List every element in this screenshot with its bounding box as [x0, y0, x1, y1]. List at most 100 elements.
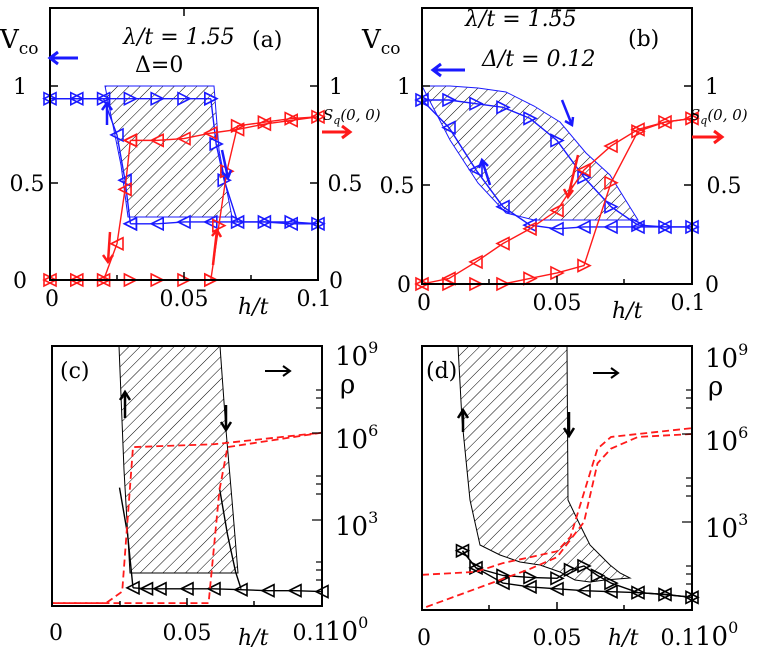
x-axis-label-c: h/t [238, 626, 269, 651]
series-line-c-1 [118, 487, 134, 588]
y2-tick-label-a-1: 0.5 [328, 172, 363, 197]
series-line-b-3 [421, 117, 693, 285]
y-tick-label-a-1: 0.5 [10, 172, 45, 197]
marker-a-6-5 [176, 131, 191, 146]
marker-a-5-1 [212, 218, 227, 233]
marker-a-6-2 [256, 116, 272, 132]
x-tick-label-c-0: 0 [49, 621, 63, 646]
param-lambda-a: λ/t = 1.55 [122, 25, 235, 50]
marker-d-1-7 [590, 568, 606, 583]
y-ticks-a [50, 85, 318, 184]
y2-tick-label-b-1: 0.5 [707, 174, 742, 199]
marker-d-1-3 [523, 570, 538, 585]
marker-b-0-7 [604, 199, 619, 215]
y2-tick-label-a-0: 0 [329, 269, 343, 294]
marker-d-1-4 [550, 571, 565, 586]
marker-b-1-5 [549, 221, 564, 237]
series-group-d [421, 427, 700, 610]
y-axis-label-b: Vco [361, 25, 401, 59]
marker-a-7-1 [117, 182, 132, 197]
marker-d-1-0 [455, 543, 471, 559]
panel-label-b: (b) [628, 27, 659, 52]
marker-a-6-4 [203, 125, 218, 141]
panel-label-a: (a) [252, 28, 282, 53]
arrow-right-red-b [692, 129, 725, 145]
marker-a-1-2 [217, 172, 232, 188]
arrow-up-red-a [211, 227, 223, 266]
marker-a-2-3 [229, 214, 245, 230]
marker-a-3-0 [122, 216, 138, 232]
marker-b-0-4 [523, 111, 538, 126]
x-axis-label-d: h/t [608, 626, 639, 651]
series-line-d-2 [421, 427, 693, 576]
x-ticks-c [119, 598, 255, 606]
hysteresis-region-b [421, 85, 639, 221]
arrow-down-red-b [562, 154, 580, 200]
x-tick-label-a-0: 0 [45, 287, 59, 312]
y-axis-label-a: Vco [0, 25, 39, 59]
marker-b-1-8 [468, 162, 483, 178]
marker-d-1-5 [563, 562, 579, 578]
y2-tick-label-d-3: 109 [705, 340, 748, 374]
marker-b-2-8 [631, 123, 646, 139]
marker-a-2-6 [149, 216, 164, 232]
x-tick-label-d-2: 0.1 [661, 626, 696, 651]
marker-b-1-7 [495, 199, 510, 215]
x-ticks-a [116, 8, 252, 280]
marker-b-3-1 [657, 114, 672, 130]
x-tick-label-d-0: 0 [417, 626, 431, 651]
marker-b-2-4 [523, 271, 538, 286]
panel-a: 0 0.05 0.1 0 0.5 1 0 0.5 1 Vco λ/t = 1.5… [0, 7, 381, 320]
marker-b-0-8 [631, 217, 646, 233]
x-tick-label-a-1: 0.05 [160, 287, 209, 312]
marker-a-2-2 [256, 214, 272, 230]
y2-tick-label-a-2: 1 [329, 75, 343, 100]
panel-c: 0 0.05 0.1 100 103 106 109 ρ (c) h/t [49, 338, 378, 651]
marker-d-1-9 [631, 585, 646, 600]
marker-a-3-3 [95, 91, 111, 106]
marker-d-0-7 [495, 575, 510, 591]
marker-b-0-3 [496, 100, 511, 115]
marker-b-0-2 [469, 96, 484, 111]
marker-a-1-5 [284, 214, 299, 230]
panel-label-d: (d) [426, 359, 457, 384]
series-group-b [414, 92, 700, 292]
series-line-c-2 [218, 487, 242, 589]
y-tick-label-b-2: 1 [397, 75, 411, 100]
marker-d-0-3 [603, 584, 618, 599]
marker-d-0-6 [522, 579, 537, 595]
arrow-down-blue-b [560, 99, 575, 128]
marker-a-0-3 [123, 91, 139, 106]
y-tick-label-b-0: 0 [397, 273, 411, 298]
marker-c-0-6 [260, 583, 275, 598]
marker-b-1-4 [576, 219, 591, 235]
y2-tick-label-c-0: 100 [325, 613, 368, 647]
marker-a-3-4 [69, 91, 84, 106]
arrow-down-blue-a [220, 149, 233, 181]
series-group-c [52, 431, 329, 605]
x-tick-label-c-1: 0.05 [163, 621, 212, 646]
arrow-right-black-c [265, 365, 292, 377]
arrow-right-red-a [322, 124, 353, 140]
marker-a-5-5 [284, 111, 299, 126]
marker-a-1-0 [204, 91, 219, 106]
x-ticks-d [488, 602, 625, 610]
rho-label-d: ρ [708, 372, 723, 402]
marker-b-1-2 [630, 219, 645, 235]
marker-a-1-1 [209, 136, 224, 152]
marker-c-0-7 [287, 583, 302, 598]
marker-b-0-6 [577, 169, 592, 185]
series-line-d-3 [421, 433, 693, 610]
y2-tick-label-c-1: 103 [335, 508, 378, 542]
marker-c-0-2 [152, 581, 167, 597]
y2-ticks-c [312, 389, 322, 607]
x-tick-label-c-2: 0.1 [293, 621, 328, 646]
marker-a-3-2 [109, 127, 124, 143]
x-tick-label-b-0: 0 [417, 291, 431, 316]
arrow-up-blue-b [477, 157, 492, 186]
marker-b-3-4 [576, 162, 591, 178]
arrow-up-black-c [118, 389, 132, 418]
arrow-left-blue-a [47, 50, 78, 66]
y2-tick-label-b-2: 1 [705, 75, 719, 100]
rho-label-c: ρ [340, 370, 355, 400]
